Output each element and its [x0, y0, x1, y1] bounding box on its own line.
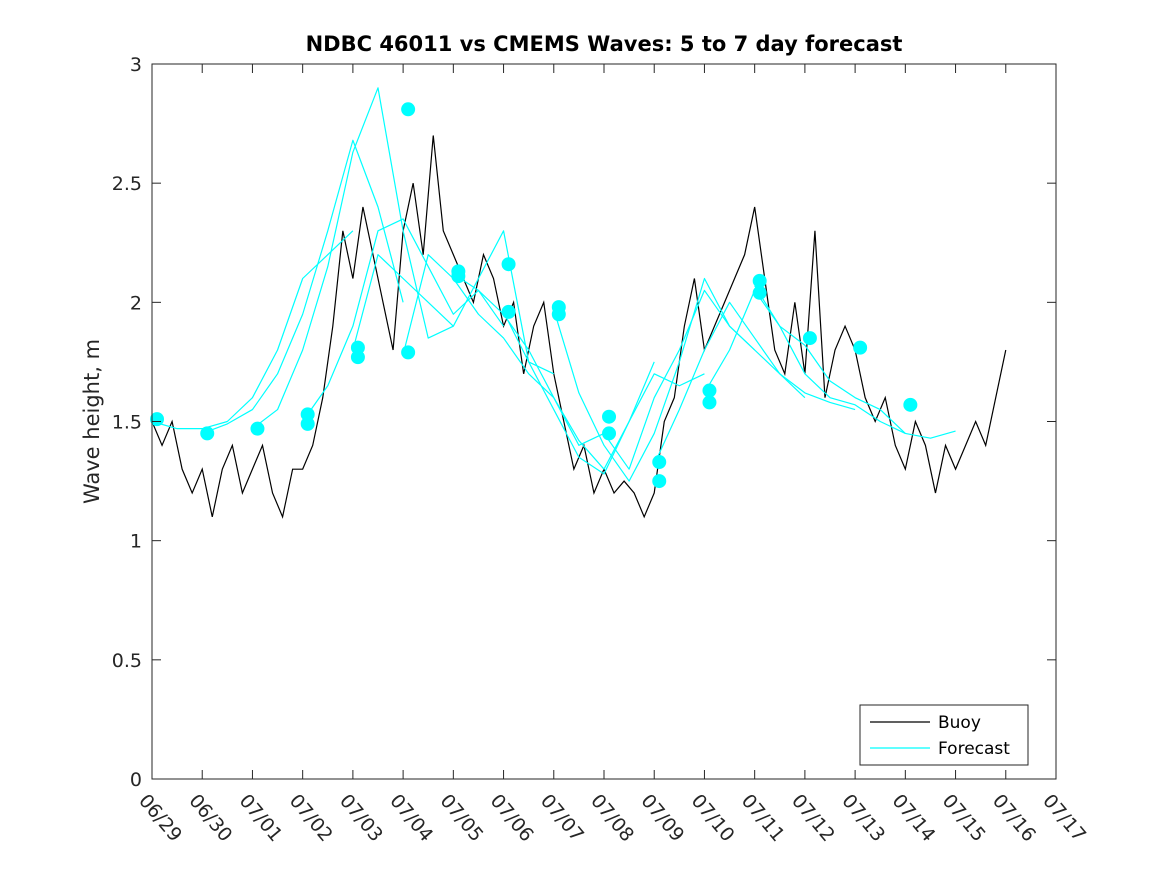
forecast-run-line-3: [252, 87, 454, 430]
forecast-marker-point: [150, 412, 165, 427]
forecast-run-line-10: [603, 289, 806, 470]
forecast-marker-point: [802, 331, 817, 346]
legend-entry-forecast-label: Forecast: [938, 739, 1010, 759]
legend: Buoy Forecast: [859, 704, 1029, 766]
forecast-marker-point: [853, 340, 868, 355]
forecast-marker-point: [451, 269, 466, 284]
forecast-run-line-2: [202, 139, 404, 434]
forecast-run-line-9: [553, 277, 756, 482]
forecast-run-line-4: [302, 218, 505, 422]
forecast-marker-point: [350, 350, 365, 365]
forecast-run-line-6: [402, 254, 605, 446]
y-tick-label: 2: [130, 292, 142, 314]
forecast-marker-point: [652, 474, 667, 489]
y-tick-label: 0.5: [112, 650, 142, 672]
chart-title: NDBC 46011 vs CMEMS Waves: 5 to 7 day fo…: [306, 32, 903, 56]
forecast-run-line-7: [453, 273, 655, 470]
forecast-run-line-11: [653, 301, 856, 465]
forecast-marker-point: [652, 455, 667, 470]
forecast-marker-point: [752, 273, 767, 288]
legend-entry-buoy-label: Buoy: [938, 713, 981, 733]
y-tick-label: 1.5: [112, 412, 142, 434]
forecast-marker-point: [602, 409, 617, 424]
forecast-run-line-12: [703, 289, 906, 434]
y-tick-label: 0: [130, 769, 142, 791]
forecast-run-line-13: [754, 285, 956, 439]
y-tick-label: 1: [130, 531, 142, 553]
series-layer: [150, 87, 1007, 519]
forecast-marker-point: [250, 421, 265, 436]
forecast-marker-point: [602, 426, 617, 441]
forecast-run-line-5: [352, 230, 555, 375]
forecast-run-line-8: [503, 311, 705, 475]
forecast-marker-point: [501, 304, 516, 319]
forecast-marker-point: [702, 383, 717, 398]
forecast-run-line-1: [151, 230, 354, 430]
y-tick-label: 2.5: [112, 173, 142, 195]
forecast-marker-point: [401, 345, 416, 360]
forecast-marker-point: [702, 395, 717, 410]
forecast-marker-point: [551, 307, 566, 322]
forecast-marker-point: [401, 102, 416, 117]
forecast-marker-point: [300, 416, 315, 431]
legend-box: [859, 704, 1029, 766]
forecast-marker-point: [200, 426, 215, 441]
y-tick-label: 3: [130, 54, 142, 76]
forecast-marker-point: [501, 257, 516, 272]
y-axis-label: Wave height, m: [80, 339, 104, 504]
forecast-marker-point: [752, 285, 767, 300]
forecast-marker-point: [903, 397, 918, 412]
